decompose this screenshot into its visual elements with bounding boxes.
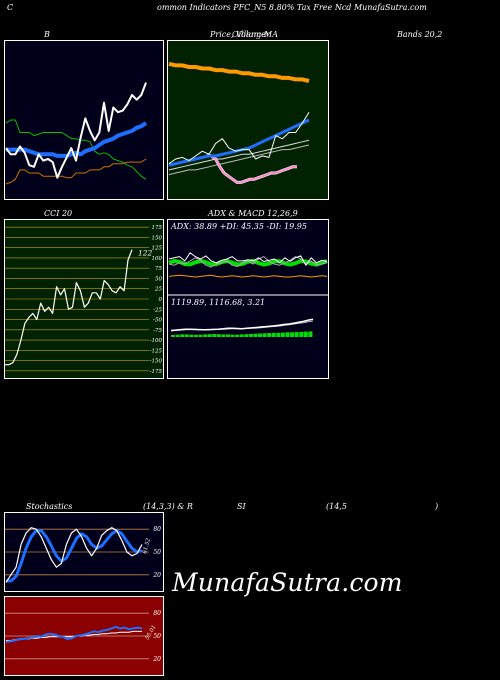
cci-tick-label: -175 [150, 369, 163, 375]
cci-tick-label: 75 [155, 266, 162, 272]
macd-histogram-bar [230, 334, 235, 337]
bollinger-middle-band [6, 121, 148, 158]
adx-macd-background [167, 219, 329, 379]
cci-tick-label: 150 [152, 235, 163, 241]
adx-values-text: ADX: 38.89 +DI: 45.35 -DI: 19.95 [170, 222, 307, 231]
macd-histogram-bar [290, 332, 295, 337]
macd-histogram-bar [184, 334, 189, 337]
cci-tick-label: 100 [152, 256, 163, 262]
price-line [168, 111, 310, 165]
macd-histogram-bar [193, 334, 198, 337]
macd-histogram-bar [239, 334, 244, 337]
chart-title-left: C [7, 3, 14, 12]
bollinger-upper-band [5, 119, 147, 180]
bollinger-label: B [44, 30, 50, 39]
macd-histogram-bar [271, 332, 276, 337]
adx-macd-label: ADX & MACD 12,26,9 [208, 209, 298, 218]
cci-tick-label: 25 [154, 287, 162, 293]
rsi-tick-label: 20 [152, 656, 161, 663]
macd-histogram-bar [207, 334, 212, 337]
cci-tick-label: 175 [152, 225, 163, 231]
bollinger-panel [4, 40, 164, 200]
rsi-label: SI [237, 502, 246, 511]
rsi-params-label: (14,5 [326, 502, 347, 511]
macd-histogram-bar [189, 334, 194, 337]
macd-histogram-bar [258, 333, 262, 337]
adx-line [168, 256, 328, 268]
macd-histogram-bar [299, 331, 304, 337]
cci-tick-label: -50 [153, 318, 162, 324]
price-label: Price, [210, 30, 234, 39]
macd-histogram-bar [175, 334, 180, 337]
stoch-tick-label: 50 [153, 549, 161, 556]
rsi-close-label: ) [435, 502, 439, 511]
macd-histogram-bar [235, 334, 240, 337]
price-ma-slow-line [168, 61, 310, 83]
macd-values-text: 1119.89, 1116.68, 3.21 [171, 298, 265, 307]
macd-histogram-bar [221, 334, 226, 337]
stochastics-label: Stochastics [26, 502, 73, 511]
adx-macd-panel: ADX: 38.89 +DI: 45.35 -DI: 19.95 1119.89… [167, 219, 329, 379]
rsi-tick-label: 80 [153, 610, 161, 617]
price-ma-panel [167, 40, 329, 200]
cci-last-value: 122 [138, 249, 153, 258]
stoch-tick-label: 80 [153, 526, 161, 533]
stoch-k-line [5, 527, 143, 583]
adx-plus-di-line [168, 252, 328, 266]
macd-histogram-bar [280, 332, 285, 337]
stochastics-panel: 80 50 20 61.52 [4, 512, 164, 592]
bollinger-lower-band [5, 158, 147, 185]
cci-line [5, 249, 133, 366]
macd-histogram-bar [198, 334, 203, 337]
macd-histogram-bar [303, 331, 308, 337]
macd-histogram-bar [203, 334, 208, 337]
cci-tick-label: -25 [153, 307, 162, 313]
stoch-tick-label: 20 [152, 572, 161, 579]
macd-histogram-bar [212, 334, 217, 337]
stochastics-params-label: (14,3,3) & R [143, 502, 193, 511]
macd-histogram-bar [294, 332, 299, 337]
macd-histogram-bar [244, 334, 249, 337]
price-ma-gray-line-2 [168, 144, 310, 176]
adx-minus-di-line [168, 274, 328, 278]
volume-ma-line [206, 153, 297, 184]
macd-histogram-bar [308, 331, 313, 337]
macd-histogram-bar [171, 334, 175, 337]
cci-tick-label: 125 [152, 246, 163, 252]
macd-histogram-bar [216, 334, 221, 337]
cci-tick-label: -125 [150, 348, 163, 354]
macd-histogram-bar [262, 333, 267, 337]
chart-title: ommon Indicators PFC_N5 8.80% Tax Free N… [157, 3, 427, 12]
price-ma-gray-line-1 [168, 139, 310, 171]
stoch-last-value: 61.52 [142, 537, 152, 554]
cci-tick-label: -150 [150, 359, 163, 365]
rsi-line [5, 625, 143, 644]
bollinger-price-line [5, 82, 147, 179]
macd-histogram-bar [276, 332, 281, 337]
bands-label: Bands 20,2 [397, 30, 443, 39]
macd-histogram-bar [180, 334, 185, 337]
macd-histogram-bar [253, 333, 258, 337]
oillenger-overlap-label: Oillenger [232, 30, 270, 39]
cci-tick-label: -75 [153, 328, 162, 334]
cci-tick-label: -100 [150, 338, 163, 344]
ma-label: MA [264, 30, 278, 39]
cci-tick-label: 50 [155, 276, 162, 282]
macd-histogram-bar [267, 333, 272, 337]
volume-label: Volume [236, 30, 266, 39]
macd-histogram-bar [226, 334, 230, 337]
watermark: MunafaSutra.com [172, 568, 403, 597]
cci-label: CCI 20 [44, 209, 73, 218]
cci-tick-label: 0 [159, 297, 163, 303]
stoch-d-line [6, 529, 143, 583]
macd-histogram-bar [285, 332, 290, 337]
cci-panel: 175 150 125 100 75 50 25 0 -25 -50 -75 -100 -125 -150… [4, 219, 164, 379]
macd-line [170, 318, 314, 332]
macd-histogram-bar [248, 334, 253, 337]
rsi-tick-label: 50 [153, 633, 161, 640]
